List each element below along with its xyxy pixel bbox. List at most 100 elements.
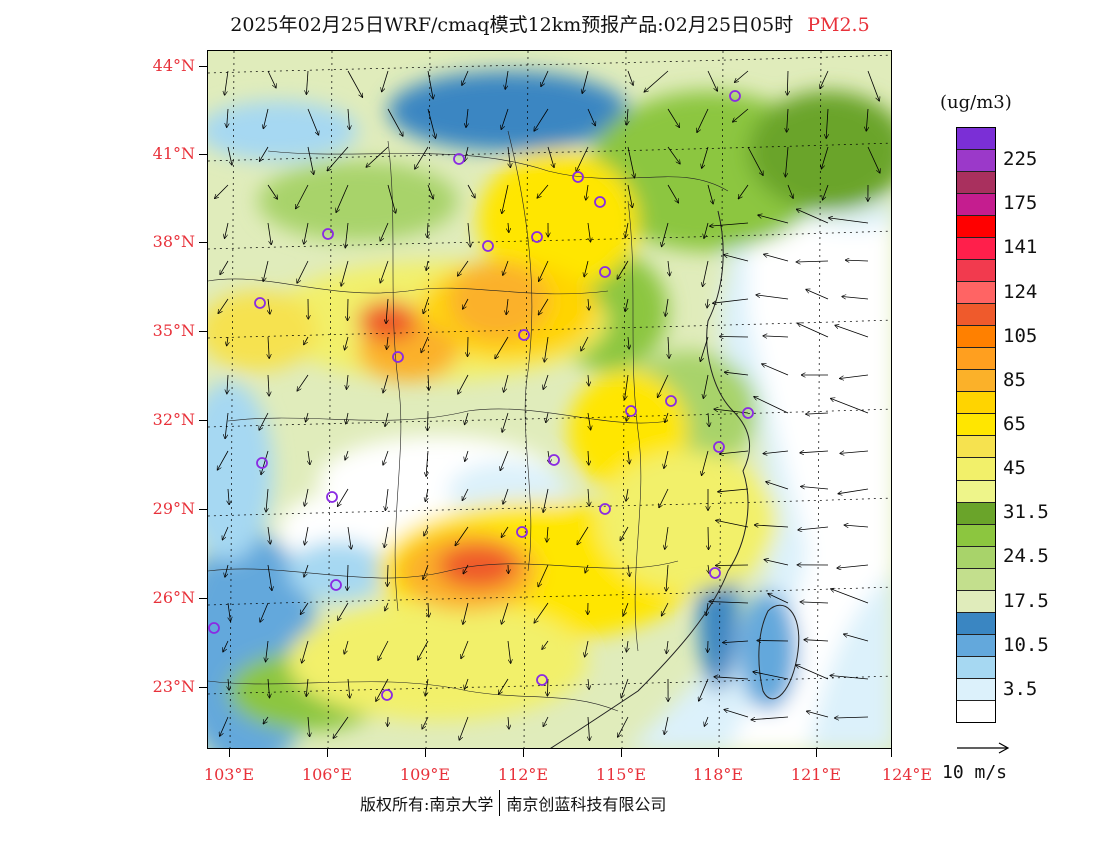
wind-arrow — [465, 678, 469, 689]
wind-arrow — [544, 336, 549, 362]
wind-arrow — [504, 374, 509, 392]
wind-arrow — [387, 108, 403, 136]
copyright-text: 版权所有:南京大学 — [360, 795, 494, 814]
legend-label: 85 — [1003, 368, 1026, 391]
wind-arrow — [735, 70, 749, 82]
legend-swatch — [957, 678, 995, 701]
wind-arrow — [306, 70, 308, 94]
wind-arrow — [664, 716, 669, 734]
wind-arrow — [305, 526, 309, 545]
legend-swatch — [957, 546, 995, 569]
wind-arrow — [587, 412, 591, 430]
wind-arrow — [806, 413, 829, 414]
station-marker — [256, 457, 268, 469]
legend-swatch — [957, 370, 995, 393]
wind-arrow — [502, 184, 509, 213]
wind-arrow — [699, 678, 709, 701]
wind-arrow — [376, 678, 389, 701]
wind-arrow — [625, 374, 629, 399]
wind-arrow — [268, 298, 270, 314]
wind-arrow — [465, 146, 469, 161]
wind-arrow — [459, 716, 469, 740]
wind-arrow — [831, 399, 869, 414]
legend-swatch — [957, 458, 995, 481]
station-marker — [709, 567, 721, 579]
wind-arrow — [720, 450, 749, 454]
wind-arrow — [307, 108, 319, 135]
wind-arrow — [425, 488, 428, 501]
wind-arrow — [716, 520, 749, 528]
legend-label: 17.5 — [1003, 589, 1049, 612]
legend-swatch — [957, 150, 995, 173]
wind-arrow — [543, 374, 549, 389]
wind-arrow — [666, 640, 668, 653]
wind-arrow — [588, 374, 589, 386]
wind-arrow — [835, 717, 869, 718]
wind-arrow — [755, 525, 789, 527]
wind-arrow — [502, 602, 509, 624]
legend-swatch — [957, 414, 995, 437]
wind-arrow — [758, 215, 789, 224]
wind-arrow — [424, 526, 429, 536]
wind-arrow — [762, 364, 789, 376]
wind-arrow — [576, 146, 589, 172]
wind-arrow — [844, 634, 869, 642]
station-marker — [482, 240, 494, 252]
wind-arrow — [585, 564, 588, 573]
wind-arrow — [386, 298, 388, 323]
wind-arrow — [708, 526, 709, 549]
wind-arrow — [263, 108, 269, 128]
longitude-tick — [229, 749, 230, 757]
longitude-label: 109°E — [399, 765, 451, 784]
station-marker — [599, 503, 611, 515]
wind-arrow — [667, 184, 678, 203]
wind-arrow — [626, 488, 628, 501]
wind-arrow — [305, 488, 309, 506]
concentration-field — [208, 71, 891, 748]
wind-arrow — [665, 526, 669, 549]
longitude-tick — [523, 749, 524, 757]
wind-arrow — [702, 146, 709, 168]
wind-arrow — [378, 640, 389, 660]
wind-arrow — [539, 298, 549, 315]
wind-arrow — [338, 488, 349, 506]
longitude-tick — [816, 749, 817, 757]
longitude-label: 106°E — [301, 765, 353, 784]
legend-swatch — [957, 238, 995, 261]
wind-arrow — [327, 146, 349, 171]
wind-arrow — [428, 374, 429, 390]
wind-arrow — [366, 146, 389, 167]
wind-arrow — [588, 298, 589, 310]
wind-arrow — [423, 298, 429, 313]
wind-arrow — [385, 488, 389, 510]
legend-label: 141 — [1003, 236, 1038, 259]
wind-arrow — [807, 711, 829, 718]
city-stations — [208, 90, 754, 701]
wind-arrow — [499, 678, 509, 694]
wind-reference-arrow-icon — [957, 742, 1010, 754]
legend-swatch — [957, 326, 995, 349]
wind-arrow — [547, 146, 554, 167]
wind-arrow — [458, 260, 469, 276]
wind-arrow — [534, 108, 549, 131]
map-canvas — [208, 51, 891, 748]
latitude-label: 23°N — [152, 677, 195, 696]
wind-arrow — [304, 564, 309, 577]
wind-arrow — [503, 260, 509, 275]
wind-arrow — [588, 678, 589, 689]
wind-arrow — [503, 488, 509, 504]
wind-arrow — [867, 70, 879, 101]
latitude-label: 41°N — [152, 144, 195, 163]
wind-arrow — [385, 412, 389, 426]
wind-arrow — [345, 222, 349, 248]
wind-arrow — [348, 108, 350, 129]
wind-arrow — [501, 526, 509, 537]
wind-arrow — [747, 146, 763, 175]
wind-arrow — [268, 678, 270, 698]
wind-arrow — [801, 487, 829, 490]
company-text: 南京创蓝科技有限公司 — [506, 795, 667, 814]
wind-arrow — [383, 450, 389, 465]
footer-credits: 版权所有:南京大学 南京创蓝科技有限公司 — [360, 790, 666, 816]
map-title: 2025年02月25日WRF/cmaq模式12km预报产品:02月25日05时 P… — [0, 10, 1100, 37]
wind-arrow — [658, 374, 669, 397]
